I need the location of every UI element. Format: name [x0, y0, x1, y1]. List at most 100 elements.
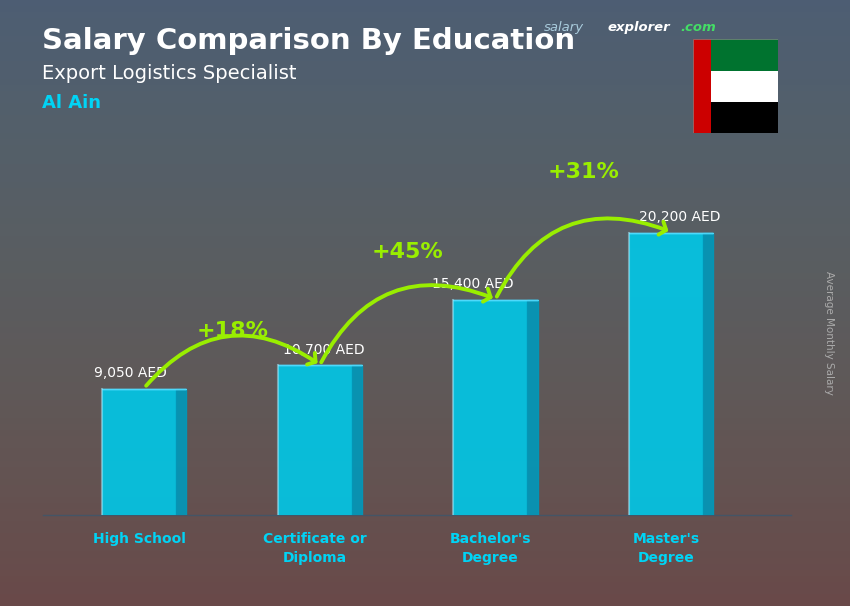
Bar — [0, 170, 850, 176]
Bar — [0, 570, 850, 576]
Bar — [0, 515, 850, 521]
Bar — [0, 115, 850, 121]
Polygon shape — [352, 365, 362, 515]
Bar — [0, 600, 850, 606]
Bar — [0, 539, 850, 545]
Bar — [0, 351, 850, 358]
Bar — [0, 576, 850, 582]
Bar — [0, 358, 850, 364]
Bar — [0, 6, 850, 12]
Bar — [0, 85, 850, 91]
Bar — [0, 67, 850, 73]
Bar — [0, 24, 850, 30]
Text: +18%: +18% — [196, 321, 268, 341]
Bar — [0, 424, 850, 430]
Bar — [0, 0, 850, 6]
Bar — [0, 152, 850, 158]
Text: .com: .com — [680, 21, 716, 34]
Bar — [0, 454, 850, 461]
Bar — [0, 218, 850, 224]
Bar — [0, 61, 850, 67]
Text: 9,050 AED: 9,050 AED — [94, 366, 167, 380]
Bar — [0, 491, 850, 497]
Text: 10,700 AED: 10,700 AED — [283, 343, 365, 357]
Bar — [0, 200, 850, 206]
Bar — [693, 39, 711, 133]
Bar — [0, 97, 850, 103]
Polygon shape — [703, 233, 713, 515]
Bar — [0, 533, 850, 539]
Bar — [0, 394, 850, 400]
Bar — [0, 521, 850, 527]
Bar — [0, 594, 850, 600]
Bar — [0, 12, 850, 18]
Text: Salary Comparison By Education: Salary Comparison By Education — [42, 27, 575, 55]
Bar — [0, 303, 850, 309]
Bar — [0, 442, 850, 448]
Bar — [0, 109, 850, 115]
Bar — [0, 285, 850, 291]
Bar — [0, 418, 850, 424]
Bar — [0, 321, 850, 327]
Bar — [0, 55, 850, 61]
Bar — [0, 261, 850, 267]
Polygon shape — [176, 388, 186, 515]
Bar — [0, 545, 850, 551]
Bar — [0, 236, 850, 242]
Bar — [0, 176, 850, 182]
Bar — [0, 212, 850, 218]
Bar — [0, 139, 850, 145]
Text: Al Ain: Al Ain — [42, 94, 101, 112]
Bar — [0, 412, 850, 418]
Text: salary: salary — [544, 21, 584, 34]
Bar — [629, 233, 703, 515]
Bar — [0, 133, 850, 139]
Bar — [0, 73, 850, 79]
Bar — [0, 206, 850, 212]
Bar — [0, 558, 850, 564]
Bar — [0, 370, 850, 376]
Bar — [0, 121, 850, 127]
Text: Average Monthly Salary: Average Monthly Salary — [824, 271, 834, 395]
Bar — [0, 582, 850, 588]
Bar — [0, 145, 850, 152]
Bar — [0, 327, 850, 333]
Bar — [0, 127, 850, 133]
Bar — [0, 485, 850, 491]
Bar — [0, 473, 850, 479]
Text: +31%: +31% — [547, 162, 620, 182]
Text: Export Logistics Specialist: Export Logistics Specialist — [42, 64, 297, 82]
Bar — [0, 461, 850, 467]
Bar — [0, 497, 850, 503]
Bar — [0, 230, 850, 236]
Text: explorer: explorer — [608, 21, 671, 34]
Bar — [0, 48, 850, 55]
Bar — [0, 194, 850, 200]
Bar — [0, 333, 850, 339]
Bar — [0, 503, 850, 509]
Bar — [0, 376, 850, 382]
Bar — [0, 430, 850, 436]
Bar — [0, 91, 850, 97]
Bar — [0, 79, 850, 85]
Bar — [0, 267, 850, 273]
Bar — [711, 39, 778, 71]
Text: 15,400 AED: 15,400 AED — [432, 278, 513, 291]
Bar — [0, 255, 850, 261]
Bar — [0, 339, 850, 345]
Bar — [0, 388, 850, 394]
Bar — [0, 527, 850, 533]
Text: 20,200 AED: 20,200 AED — [639, 210, 721, 224]
Bar — [0, 188, 850, 194]
Bar — [0, 42, 850, 48]
Bar — [0, 448, 850, 454]
Bar — [0, 406, 850, 412]
Polygon shape — [527, 300, 538, 515]
Bar — [711, 102, 778, 133]
Bar — [0, 400, 850, 406]
Bar — [0, 30, 850, 36]
Bar — [0, 364, 850, 370]
Bar — [0, 467, 850, 473]
Bar — [0, 436, 850, 442]
Bar — [0, 224, 850, 230]
